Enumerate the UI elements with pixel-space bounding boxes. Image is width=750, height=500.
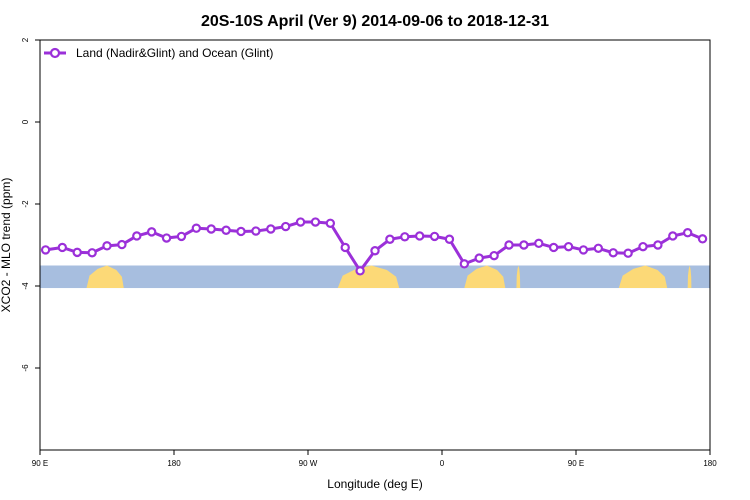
data-point [280,221,291,232]
data-point [325,218,336,228]
x-tick-label: 90 E [568,459,584,468]
plot-frame [39,39,711,451]
x-tick-label: 0 [440,459,445,468]
data-point [414,231,425,241]
data-point [429,231,440,242]
data-point [608,248,618,258]
y-tick-label: 0 [21,119,30,124]
data-point [400,232,410,242]
data-point [534,238,544,249]
data-point [519,240,529,250]
series-layer [40,217,708,276]
data-point [697,234,708,244]
data-point [117,239,127,250]
land-region [464,265,506,289]
legend: Land (Nadir&Glint) and Ocean (Glint) [44,46,273,60]
land-region [618,265,668,289]
data-point [295,217,306,227]
data-point [370,246,380,256]
data-point [340,242,350,253]
data-point [578,245,589,255]
chart-title: 20S-10S April (Ver 9) 2014-09-06 to 2018… [201,13,549,30]
land-region [516,265,521,289]
y-tick-label: -4 [21,282,30,290]
data-point [251,226,261,236]
data-point [40,245,51,255]
x-tick-label: 90 W [299,459,318,468]
data-point [221,225,231,235]
data-point [266,224,276,234]
data-point [176,231,187,242]
data-point [504,240,514,250]
data-point [191,223,202,233]
legend-marker [49,47,61,59]
data-point [72,247,82,258]
x-tick-label: 180 [167,459,181,468]
y-axis-label: XCO2 - MLO trend (ppm) [0,178,13,313]
legend-label: Land (Nadir&Glint) and Ocean (Glint) [76,46,273,60]
axes: 90 E 180 90 W 0 90 E 180 2 0 -2 -4 -6 [21,37,717,468]
data-point [355,266,365,276]
data-point [385,234,395,244]
land-ocean-band [40,265,710,289]
data-point [548,242,559,253]
data-point [102,241,112,251]
data-point [236,226,246,237]
data-point [57,242,68,253]
land-region [687,265,692,289]
data-point [593,243,604,253]
data-point [668,231,678,241]
data-point [132,231,142,241]
data-point [623,248,633,258]
data-point [459,259,470,269]
data-point [87,248,97,258]
data-point [682,227,693,238]
x-tick-label: 90 E [32,459,48,468]
land-region [337,265,400,289]
data-point [474,253,484,263]
data-point [653,240,663,250]
y-tick-label: -2 [21,200,30,208]
data-point [146,227,157,237]
y-tick-label: 2 [21,37,30,42]
x-tick-label: 180 [703,459,717,468]
data-point [638,241,648,252]
land-region [86,265,124,289]
x-axis-label: Longitude (deg E) [327,477,422,491]
data-point [310,217,321,227]
data-point [206,224,216,234]
data-point [444,234,455,244]
y-tick-label: -6 [21,364,30,372]
data-point [489,250,499,261]
data-point [563,241,574,252]
data-point [161,233,172,243]
